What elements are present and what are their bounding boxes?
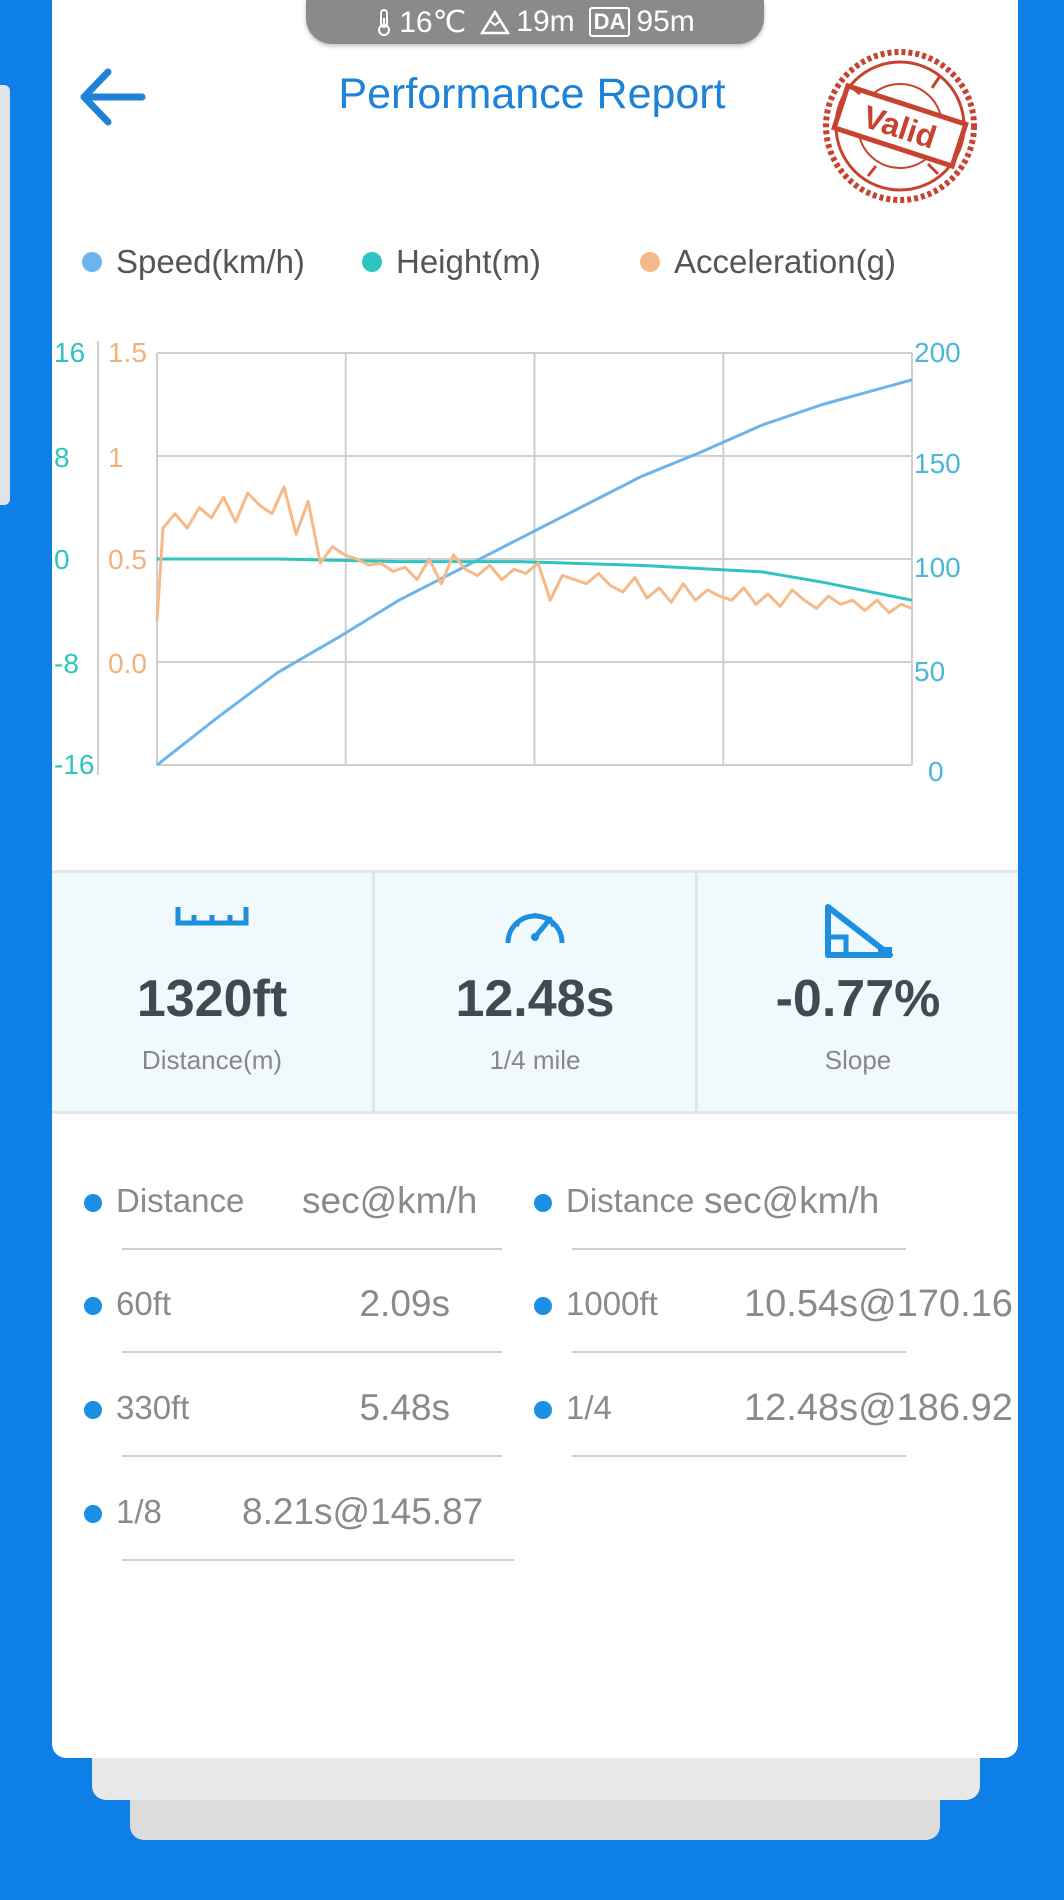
header-distance: Distance <box>116 1182 245 1219</box>
height-series-line <box>157 557 913 602</box>
split-time: 10.54s@170.16 <box>744 1283 1013 1325</box>
stat-distance: 1320ft Distance(m) <box>52 873 372 1111</box>
split-row: 1/8 8.21s@145.87 <box>52 1471 514 1561</box>
split-time: 8.21s@145.87 <box>242 1491 484 1532</box>
bullet-dot <box>84 1505 102 1523</box>
legend-item-acceleration[interactable]: Acceleration(g) <box>640 243 896 281</box>
speed-series-line <box>156 378 913 767</box>
split-row: 60ft 2.09s <box>52 1263 502 1353</box>
height-tick-label: 16 <box>54 337 85 368</box>
speed-tick-label: 200 <box>914 337 961 368</box>
stat-quarter-mile: 12.48s 1/4 mile <box>372 873 695 1111</box>
page-title: Performance Report <box>338 70 726 118</box>
acceleration-legend-dot <box>640 252 660 272</box>
legend-label-speed: Speed(km/h) <box>116 243 305 280</box>
split-distance: 330ft <box>116 1389 190 1426</box>
split-distance: 60ft <box>116 1285 172 1322</box>
row-divider <box>572 1351 906 1353</box>
back-arrow-icon <box>80 68 146 126</box>
height-legend-dot <box>362 252 382 272</box>
height-tick-label: -8 <box>54 648 79 679</box>
acceleration-tick-label: 1 <box>108 442 124 473</box>
split-time: 5.48s <box>359 1387 450 1428</box>
bullet-dot <box>534 1401 552 1419</box>
row-divider <box>572 1248 906 1250</box>
temperature-text: 16℃ <box>399 5 467 39</box>
split-row: 1000ft 10.54s@170.16 <box>502 1263 1018 1353</box>
altitude-text: 19m <box>516 5 575 38</box>
row-divider <box>572 1455 906 1457</box>
split-distance: 1/8 <box>116 1493 162 1530</box>
speed-tick-label: 0 <box>928 756 944 787</box>
acceleration-tick-label: 0.0 <box>108 648 147 679</box>
split-time: 2.09s <box>359 1283 450 1324</box>
split-time: 12.48s@186.92 <box>744 1387 1013 1429</box>
bullet-dot <box>84 1297 102 1315</box>
density-altitude-badge: DA <box>588 7 631 37</box>
row-divider <box>122 1248 502 1250</box>
side-drawer-handle[interactable] <box>0 85 10 505</box>
header-distance: Distance <box>566 1182 695 1219</box>
summary-stats: 1320ft Distance(m) 12.48s 1/4 mile -0.77… <box>52 870 1018 1114</box>
slope-icon <box>825 904 893 958</box>
acceleration-series-line <box>155 485 913 621</box>
acceleration-tick-label: 1.5 <box>108 337 147 368</box>
legend-item-height[interactable]: Height(m) <box>362 243 541 281</box>
height-tick-label: 8 <box>54 442 70 473</box>
speed-legend-dot <box>82 252 102 272</box>
bullet-dot <box>84 1401 102 1419</box>
stat-quarter-mile-value: 12.48s <box>455 970 615 1028</box>
speed-tick-label: 100 <box>914 552 961 583</box>
speed-tick-label: 150 <box>914 448 961 479</box>
acceleration-tick-label: 0.5 <box>108 544 147 575</box>
thermometer-icon <box>378 9 391 36</box>
stat-quarter-mile-label: 1/4 mile <box>489 1045 581 1075</box>
stat-distance-value: 1320ft <box>136 970 288 1028</box>
stat-distance-label: Distance(m) <box>141 1045 283 1075</box>
back-arrow-button[interactable] <box>76 62 146 132</box>
performance-chart: 16 8 0 -8 -16 1.5 1 0.5 0.0 200 150 100 50 0 <box>54 337 961 787</box>
bullet-dot <box>84 1194 102 1212</box>
speed-tick-label: 50 <box>914 656 945 687</box>
stat-slope-label: Slope <box>824 1045 892 1075</box>
header-unit: sec@km/h <box>302 1180 478 1221</box>
legend-label-acceleration: Acceleration(g) <box>674 243 896 280</box>
mountain-icon <box>480 9 511 35</box>
split-row: 330ft 5.48s <box>52 1367 502 1457</box>
row-divider <box>122 1559 514 1561</box>
header-unit: sec@km/h <box>704 1180 880 1221</box>
splits-header-left: Distance sec@km/h <box>52 1160 502 1250</box>
legend-label-height: Height(m) <box>396 243 541 280</box>
density-altitude-text: 95m <box>636 5 695 38</box>
valid-stamp: Valid <box>823 49 977 203</box>
bullet-dot <box>534 1194 552 1212</box>
speedometer-icon <box>505 913 565 944</box>
height-tick-label: 0 <box>54 544 70 575</box>
weather-status-pill: 16℃ 19m DA 95m <box>306 0 764 44</box>
splits-header-right: Distance sec@km/h <box>502 1160 1018 1250</box>
split-distance: 1000ft <box>566 1285 658 1322</box>
split-distance: 1/4 <box>566 1389 612 1426</box>
height-tick-label: -16 <box>54 749 94 780</box>
stat-slope: -0.77% Slope <box>695 873 1018 1111</box>
legend-item-speed[interactable]: Speed(km/h) <box>82 243 305 281</box>
bullet-dot <box>534 1297 552 1315</box>
row-divider <box>122 1351 502 1353</box>
split-row: 1/4 12.48s@186.92 <box>502 1367 1018 1457</box>
stat-slope-value: -0.77% <box>775 970 941 1028</box>
ruler-icon <box>175 907 249 926</box>
row-divider <box>122 1455 502 1457</box>
